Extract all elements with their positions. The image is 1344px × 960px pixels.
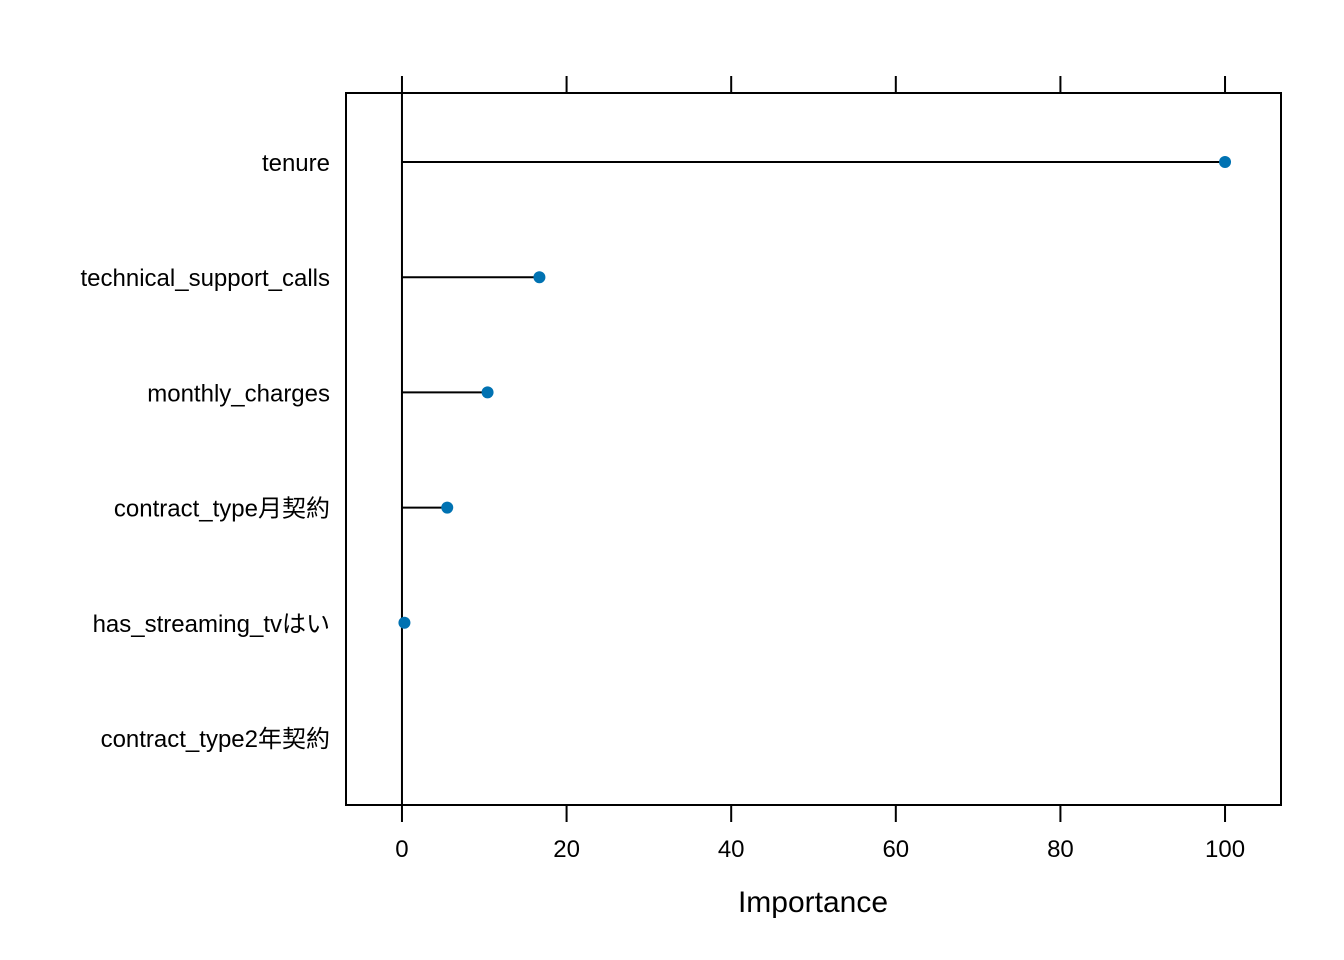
x-tick-label-3: 60 <box>882 836 909 863</box>
point-0 <box>1219 156 1232 168</box>
top-ticks <box>400 76 1227 93</box>
x-axis-title: Importance <box>738 886 888 919</box>
category-labels: tenure technical_support_calls monthly_cha… <box>81 150 330 753</box>
category-label-4: has_streaming_tvはい <box>93 611 330 638</box>
x-tick-label-2: 40 <box>718 836 745 863</box>
category-label-3: contract_type月契約 <box>114 496 330 523</box>
category-label-5: contract_type2年契約 <box>101 726 330 753</box>
x-tick-label-1: 20 <box>553 836 580 863</box>
x-tick-labels: 0 20 40 60 80 100 <box>395 836 1245 863</box>
point-3 <box>441 501 454 514</box>
x-tick-label-5: 100 <box>1205 836 1245 863</box>
bottom-ticks <box>400 805 1227 822</box>
category-label-1: technical_support_calls <box>81 265 330 292</box>
category-label-0: tenure <box>262 150 330 177</box>
point-4 <box>398 616 411 629</box>
x-tick-label-4: 80 <box>1047 836 1074 863</box>
plot-frame <box>345 92 1282 806</box>
x-tick-label-0: 0 <box>395 836 408 863</box>
lollipop-segments <box>401 161 1226 624</box>
point-1 <box>533 271 546 284</box>
point-2 <box>481 386 494 399</box>
category-label-2: monthly_charges <box>147 380 330 407</box>
data-points <box>398 156 1232 629</box>
